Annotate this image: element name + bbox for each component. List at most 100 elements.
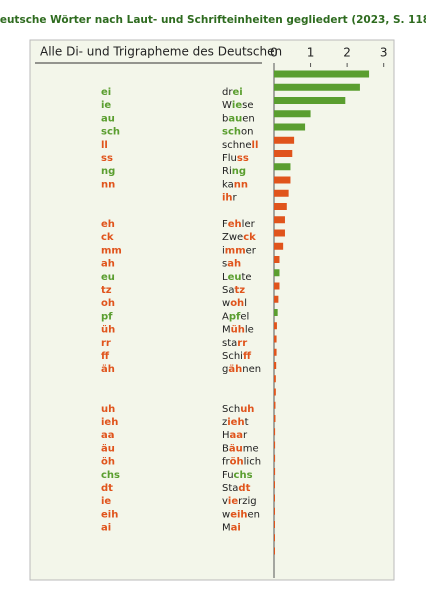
grapheme: ie bbox=[101, 496, 111, 507]
example-word: ihr bbox=[222, 193, 238, 204]
word-part: ka bbox=[222, 179, 234, 190]
grapheme: eih bbox=[101, 509, 118, 520]
word-part: Sta bbox=[222, 483, 238, 494]
grapheme: ck bbox=[101, 232, 114, 243]
word-part: ie bbox=[228, 496, 238, 507]
bar bbox=[274, 454, 276, 462]
grapheme: ie bbox=[101, 100, 111, 111]
word-part: t bbox=[245, 417, 249, 428]
word-part: eih bbox=[230, 509, 247, 520]
example-word: Apfel bbox=[222, 311, 249, 322]
grapheme: mm bbox=[101, 245, 122, 256]
bar bbox=[274, 415, 276, 422]
example-word: kann bbox=[222, 179, 248, 190]
grapheme: ng bbox=[101, 166, 115, 177]
grapheme: ff bbox=[101, 351, 110, 362]
word-part: A bbox=[222, 311, 229, 322]
word-part: el bbox=[240, 311, 249, 322]
grapheme: uh bbox=[101, 404, 115, 415]
bar bbox=[274, 401, 276, 409]
word-part: nen bbox=[242, 364, 261, 375]
example-word: vierzig bbox=[222, 496, 257, 507]
bar bbox=[274, 242, 284, 250]
x-tick-label: 2 bbox=[343, 46, 351, 60]
bar bbox=[274, 282, 280, 290]
example-word: starr bbox=[222, 338, 247, 349]
grapheme: öh bbox=[101, 457, 115, 468]
bar bbox=[274, 494, 275, 502]
bar bbox=[274, 335, 277, 343]
word-part: ck bbox=[243, 232, 256, 243]
word-part: nn bbox=[234, 179, 248, 190]
word-part: eu bbox=[228, 272, 242, 283]
word-part: en bbox=[248, 509, 261, 520]
bar bbox=[274, 375, 276, 383]
grapheme: oh bbox=[101, 298, 115, 309]
word-part: Sa bbox=[222, 285, 234, 296]
example-word: immer bbox=[222, 245, 257, 256]
example-word: Mühle bbox=[222, 325, 254, 336]
word-part: L bbox=[222, 272, 228, 283]
example-word: Ring bbox=[222, 166, 246, 177]
grapheme: üh bbox=[101, 325, 115, 336]
example-word: zieht bbox=[222, 417, 249, 428]
example-word: bauen bbox=[222, 113, 255, 124]
example-word: Mai bbox=[222, 523, 241, 534]
word-part: Sch bbox=[222, 404, 240, 415]
example-word: Fluss bbox=[222, 153, 249, 164]
example-word: Bäume bbox=[222, 443, 259, 454]
example-word: weihen bbox=[222, 509, 260, 520]
word-part: äu bbox=[229, 443, 243, 454]
word-part: v bbox=[222, 496, 228, 507]
grapheme: aa bbox=[101, 430, 115, 441]
bar bbox=[274, 176, 291, 184]
word-part: ieh bbox=[227, 417, 244, 428]
word-part: z bbox=[222, 417, 227, 428]
word-part: rr bbox=[237, 338, 247, 349]
grapheme: ll bbox=[101, 140, 108, 151]
bar bbox=[274, 534, 275, 542]
word-part: ai bbox=[231, 523, 241, 534]
bar bbox=[274, 507, 275, 515]
word-part: ss bbox=[237, 153, 249, 164]
example-word: fröhlich bbox=[222, 457, 261, 468]
word-part: Zwe bbox=[222, 232, 243, 243]
grapheme: eh bbox=[101, 219, 115, 230]
word-part: le bbox=[245, 325, 254, 336]
word-part: ah bbox=[227, 259, 241, 270]
bar bbox=[274, 70, 370, 78]
word-part: au bbox=[228, 113, 242, 124]
word-part: äh bbox=[228, 364, 242, 375]
word-part: ie bbox=[232, 100, 242, 111]
bar bbox=[274, 163, 291, 171]
word-part: ih bbox=[222, 193, 233, 204]
example-word: Satz bbox=[222, 285, 245, 296]
word-part: en bbox=[242, 113, 255, 124]
word-part: sch bbox=[222, 127, 241, 138]
word-part: ff bbox=[243, 351, 252, 362]
bar bbox=[274, 468, 276, 475]
grapheme: sch bbox=[101, 127, 120, 138]
word-part: öh bbox=[230, 457, 244, 468]
grapheme: tz bbox=[101, 285, 112, 296]
example-word: Fehler bbox=[222, 219, 256, 230]
word-part: üh bbox=[231, 325, 245, 336]
word-part: rzig bbox=[238, 496, 257, 507]
word-part: w bbox=[222, 509, 230, 520]
bar bbox=[274, 309, 278, 316]
example-word: Haar bbox=[222, 430, 248, 441]
word-part: mm bbox=[225, 245, 246, 256]
example-word: schon bbox=[222, 127, 253, 138]
grapheme: ai bbox=[101, 523, 111, 534]
word-part: g bbox=[222, 364, 228, 375]
word-part: W bbox=[222, 100, 232, 111]
x-tick-label: 1 bbox=[307, 46, 315, 60]
word-part: dt bbox=[238, 483, 250, 494]
bar bbox=[274, 203, 287, 210]
grapheme: ah bbox=[101, 259, 115, 270]
example-word: Fuchs bbox=[222, 470, 253, 481]
example-word: Leute bbox=[222, 272, 252, 283]
grapheme: chs bbox=[101, 470, 120, 481]
grapheme: dt bbox=[101, 483, 113, 494]
